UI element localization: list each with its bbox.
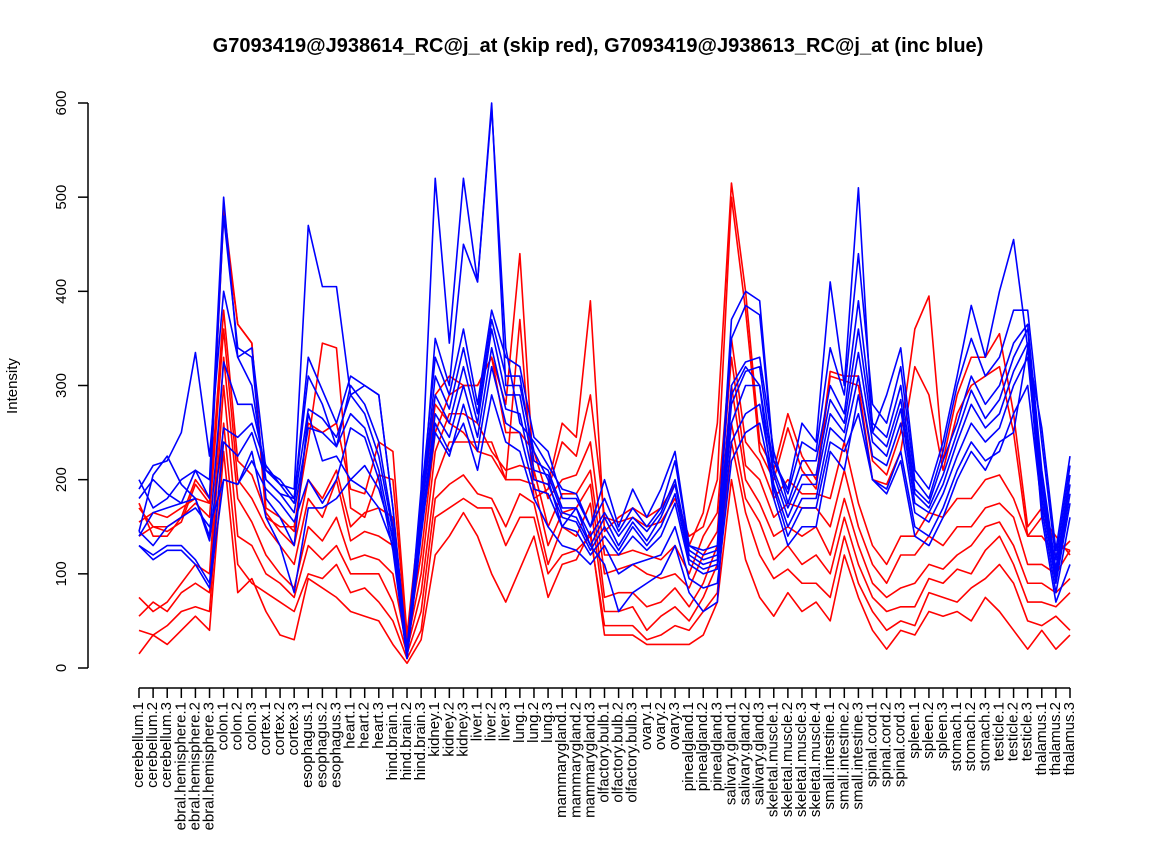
x-tick-label: pinealgland.2 [694, 702, 711, 791]
x-tick-label: colon.3 [243, 702, 260, 750]
x-tick-label: cerebellum.3 [158, 702, 175, 788]
x-tick-label: skeletal.muscle.1 [765, 702, 782, 817]
series-line-skip-2 [138, 422, 1071, 660]
y-tick-label: 300 [53, 373, 70, 398]
x-tick-label: spinal.cord.2 [878, 702, 895, 787]
x-tick-label: mammarygland.3 [581, 702, 598, 818]
x-tick-label: lung.3 [539, 702, 556, 743]
x-tick-label: cerebellum.2 [144, 702, 161, 788]
x-tick-label: thalamus.3 [1061, 702, 1078, 775]
series-line-inc-15 [138, 384, 1071, 660]
series-line-skip-5 [138, 328, 1071, 646]
x-tick-label: ovary.2 [652, 702, 669, 750]
x-tick-label: small.intestine.1 [821, 702, 838, 810]
x-tick-label: liver.2 [483, 702, 500, 741]
x-tick-label: small.intestine.2 [835, 702, 852, 810]
x-tick-label: heart.2 [356, 702, 373, 749]
series-line-skip-1 [138, 450, 1071, 665]
series-line-inc-9 [138, 106, 1071, 655]
x-tick-label: lung.1 [511, 702, 528, 743]
x-tick-label: stomach.2 [962, 702, 979, 771]
x-tick-label: spinal.cord.1 [863, 702, 880, 787]
x-tick-label: small.intestine.3 [849, 702, 866, 810]
x-tick-label: skeletal.muscle.4 [807, 702, 824, 817]
x-tick-label: olfactory.bulb.3 [624, 702, 641, 803]
x-tick-label: mammarygland.1 [553, 702, 570, 818]
series-lines [138, 102, 1071, 665]
x-tick-label: heart.3 [370, 702, 387, 749]
x-tick-label: cortex.1 [257, 702, 274, 755]
x-tick-label: hind.brain.1 [384, 702, 401, 780]
y-axis-label: Intensity [4, 358, 21, 414]
y-tick-label: 200 [53, 467, 70, 492]
x-tick-label: liver.1 [469, 702, 486, 741]
x-tick-label: hind.brain.2 [398, 702, 415, 780]
x-tick-label: thalamus.2 [1047, 702, 1064, 775]
x-tick-label: skeletal.muscle.3 [793, 702, 810, 817]
x-tick-label: spinal.cord.3 [892, 702, 909, 787]
x-tick-label: colon.2 [229, 702, 246, 750]
x-tick-label: salivary.gland.2 [737, 702, 754, 805]
y-axis: 0 100 200 300 400 500 600 [53, 90, 89, 672]
x-tick-label: stomach.1 [948, 702, 965, 771]
x-tick-label: kidney.1 [426, 702, 443, 757]
y-tick-label: 500 [53, 185, 70, 210]
series-line-skip-7 [138, 182, 1071, 636]
series-line-inc-13 [138, 342, 1071, 655]
x-tick-label: testicle.1 [990, 702, 1007, 761]
x-tick-label: olfactory.bulb.1 [595, 702, 612, 803]
x-tick-label: kidney.3 [454, 702, 471, 757]
x-tick-label: ovary.3 [666, 702, 683, 750]
y-tick-label: 100 [53, 561, 70, 586]
chart-title: G7093419@J938614_RC@j_at (skip red), G70… [213, 35, 984, 57]
x-tick-label: testicle.2 [1005, 702, 1022, 761]
series-line-inc-12 [138, 328, 1071, 655]
x-tick-label: salivary.gland.1 [722, 702, 739, 805]
x-tick-label: spleen.3 [934, 702, 951, 759]
x-tick-label: hind.brain.3 [412, 702, 429, 780]
y-tick-label: 600 [53, 90, 70, 115]
x-tick-label: spleen.1 [906, 702, 923, 759]
x-tick-label: colon.1 [215, 702, 232, 750]
x-tick-label: skeletal.muscle.2 [779, 702, 796, 817]
series-line-inc-14 [138, 356, 1071, 660]
series-line-skip-3 [138, 384, 1071, 655]
x-tick-label: salivary.gland.3 [751, 702, 768, 805]
x-tick-label: ebral.hemisphere.1 [172, 702, 189, 830]
x-tick-label: ebral.hemisphere.2 [186, 702, 203, 830]
x-tick-label: testicle.3 [1019, 702, 1036, 761]
x-tick-label: thalamus.1 [1033, 702, 1050, 775]
x-tick-label: pinealgland.3 [708, 702, 725, 791]
x-tick-label: olfactory.bulb.2 [610, 702, 627, 803]
x-tick-label: ebral.hemisphere.3 [200, 702, 217, 830]
series-line-skip-6 [138, 309, 1071, 641]
x-tick-label: cerebellum.1 [130, 702, 147, 788]
x-tick-label: esophagus.1 [299, 702, 316, 788]
x-tick-label: cortex.3 [285, 702, 302, 755]
x-tick-label: cortex.2 [271, 702, 288, 755]
x-axis: cerebellum.1cerebellum.2cerebellum.3ebra… [130, 687, 1078, 830]
x-tick-label: esophagus.3 [327, 702, 344, 788]
y-tick-label: 400 [53, 279, 70, 304]
x-tick-label: heart.1 [342, 702, 359, 749]
series-line-inc-16 [138, 102, 1071, 655]
y-tick-label: 0 [53, 664, 70, 672]
x-tick-label: mammarygland.2 [567, 702, 584, 818]
x-tick-label: spleen.2 [920, 702, 937, 759]
x-tick-label: esophagus.2 [313, 702, 330, 788]
x-tick-label: ovary.1 [638, 702, 655, 750]
x-tick-label: kidney.2 [440, 702, 457, 757]
x-tick-label: stomach.3 [976, 702, 993, 771]
x-tick-label: pinealgland.1 [680, 702, 697, 791]
x-tick-label: liver.3 [497, 702, 514, 741]
x-tick-label: lung.2 [525, 702, 542, 743]
